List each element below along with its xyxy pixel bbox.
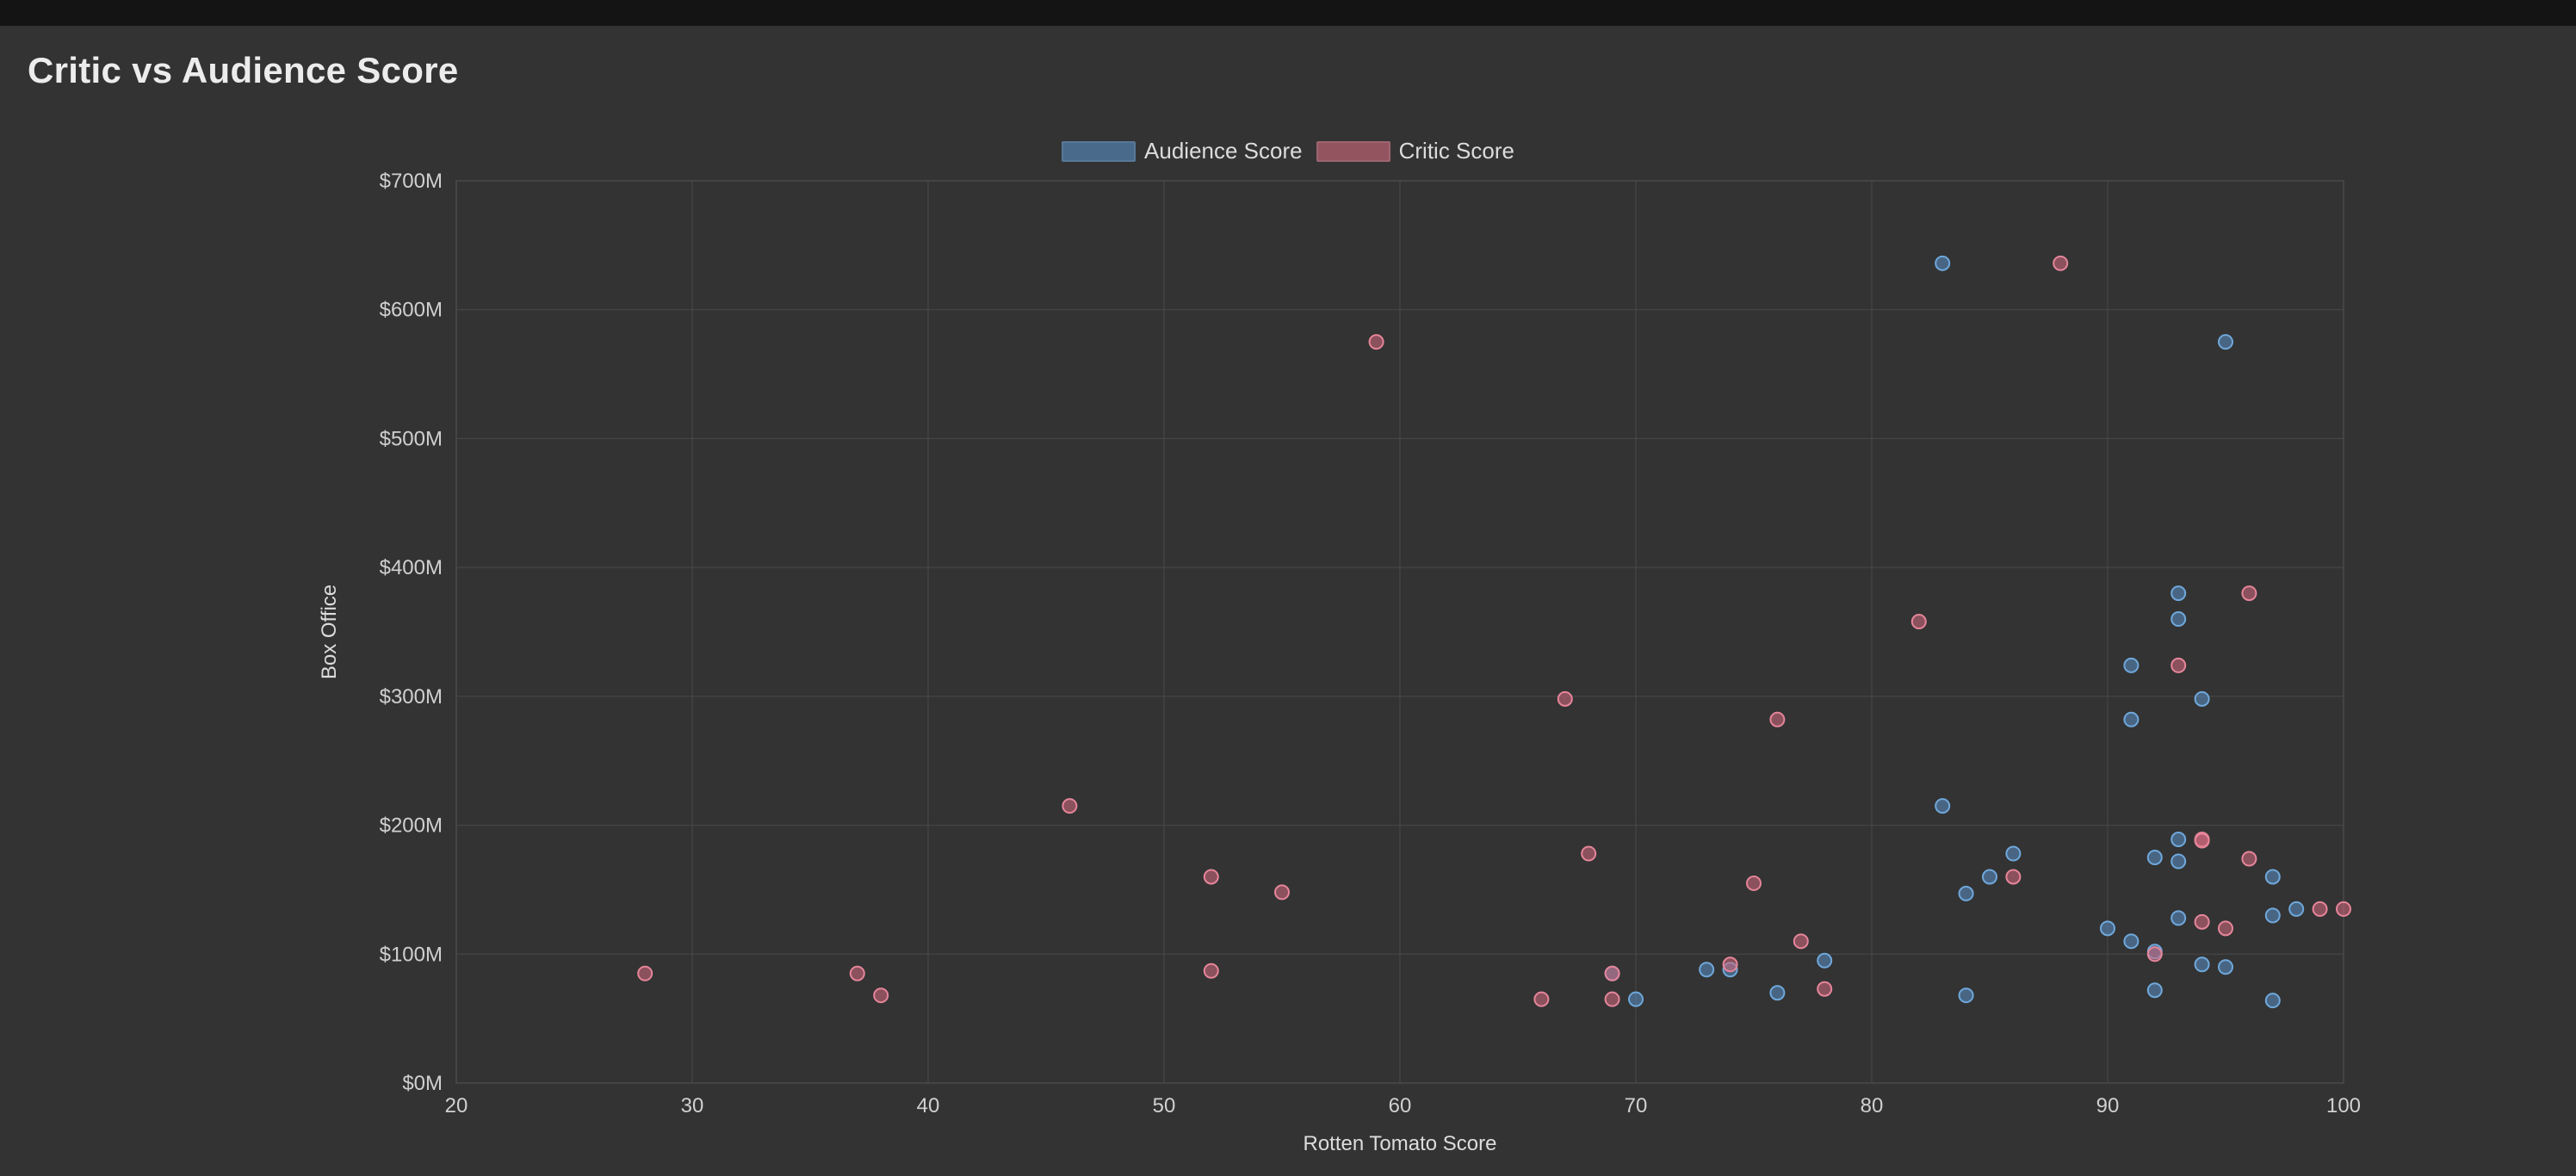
svg-text:60: 60 — [1389, 1094, 1412, 1117]
svg-text:90: 90 — [2096, 1094, 2120, 1117]
legend-label-critic: Critic Score — [1399, 138, 1514, 164]
chart-panel: Critic vs Audience Score Audience Score … — [0, 26, 2576, 1176]
svg-text:80: 80 — [1861, 1094, 1884, 1117]
svg-text:Box Office: Box Office — [318, 585, 341, 679]
panel-title: Critic vs Audience Score — [0, 26, 2576, 91]
svg-text:$200M: $200M — [380, 814, 443, 838]
svg-text:70: 70 — [1625, 1094, 1648, 1117]
svg-text:$400M: $400M — [380, 556, 443, 579]
svg-text:$100M: $100M — [380, 943, 443, 966]
svg-text:50: 50 — [1153, 1094, 1176, 1117]
legend-item-audience[interactable]: Audience Score — [1062, 138, 1303, 164]
svg-text:100: 100 — [2326, 1094, 2361, 1117]
svg-text:$0M: $0M — [402, 1072, 443, 1095]
legend-item-critic[interactable]: Critic Score — [1316, 138, 1514, 164]
chart-area: Audience Score Critic Score 20 30 40 50 60 70… — [0, 138, 2576, 1176]
svg-text:Rotten Tomato Score: Rotten Tomato Score — [1303, 1132, 1496, 1155]
scatter-chart[interactable]: 20 30 40 50 60 70 80 90 100 $0M $100M $200M $300M $40… — [0, 138, 2576, 1176]
legend: Audience Score Critic Score — [1062, 138, 1514, 164]
svg-text:$700M: $700M — [380, 170, 443, 193]
legend-swatch-audience — [1062, 141, 1136, 162]
svg-text:$500M: $500M — [380, 427, 443, 450]
svg-text:$300M: $300M — [380, 685, 443, 709]
svg-text:20: 20 — [445, 1094, 468, 1117]
legend-swatch-critic — [1316, 141, 1390, 162]
top-bar — [0, 0, 2576, 26]
svg-text:$600M: $600M — [380, 299, 443, 322]
legend-label-audience: Audience Score — [1144, 138, 1303, 164]
svg-text:30: 30 — [681, 1094, 704, 1117]
svg-text:40: 40 — [917, 1094, 940, 1117]
